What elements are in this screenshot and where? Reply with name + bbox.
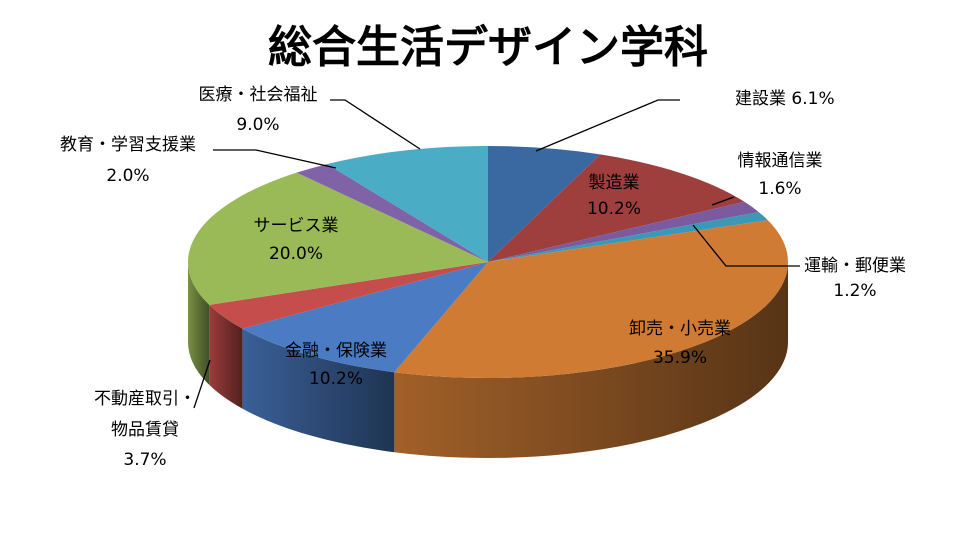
slice-4 [488, 212, 768, 262]
slice-label-4-line-1: 運輸・郵便業 [804, 256, 906, 276]
slice-label-6-line-1: 金融・保険業 [285, 341, 387, 361]
leader-line-10 [330, 99, 421, 150]
slice-label-7-line-2: 物品賃貸 [111, 420, 179, 440]
slice-8 [187, 172, 488, 305]
slice-label-2-line-2: 10.2% [587, 199, 641, 219]
slice-7 [209, 262, 488, 329]
slice-side-7 [209, 304, 243, 409]
slice-label-7-line-1: 不動産取引・ [94, 389, 196, 409]
slice-6 [242, 262, 488, 373]
slice-label-9-line-2: 2.0% [106, 166, 149, 186]
slice-2 [488, 154, 745, 262]
leader-line-4 [692, 224, 800, 267]
slice-side-5 [394, 262, 788, 459]
slice-side-6 [242, 328, 395, 453]
slice-label-2-line-1: 製造業 [589, 173, 640, 193]
slice-labels: 建設業 6.1% 製造業 10.2% 情報通信業 1.6% 運輸・郵便業 1.2% 卸売・小売… [60, 85, 906, 470]
slice-label-10-line-2: 9.0% [236, 115, 279, 135]
slice-label-6-line-2: 10.2% [309, 369, 363, 389]
slice-label-1-line-1: 建設業 6.1% [735, 89, 835, 109]
slice-label-10-line-1: 医療・社会福祉 [199, 85, 318, 105]
leader-line-9 [213, 149, 337, 169]
leader-lines [193, 99, 800, 409]
slice-label-3-line-2: 1.6% [758, 179, 801, 199]
slice-10 [327, 146, 488, 262]
leader-line-7 [193, 359, 211, 409]
slice-label-5-line-1: 卸売・小売業 [629, 319, 731, 339]
pie-depth [188, 262, 788, 459]
chart-title: 総合生活デザイン学科 [268, 22, 708, 73]
leader-line-1 [535, 99, 680, 152]
slice-9 [296, 164, 488, 262]
slice-label-8-line-1: サービス業 [254, 216, 339, 236]
slice-label-8-line-2: 20.0% [269, 244, 323, 264]
slice-1 [488, 146, 601, 262]
slice-label-9-line-1: 教育・学習支援業 [60, 135, 196, 155]
slice-label-5-line-2: 35.9% [653, 348, 707, 368]
pie-slices [187, 146, 788, 379]
slice-3 [488, 201, 759, 262]
slice-5 [394, 220, 788, 379]
slice-label-3-line-1: 情報通信業 [738, 151, 823, 171]
slice-label-4-line-2: 1.2% [833, 281, 876, 301]
slice-label-7-line-3: 3.7% [123, 450, 166, 470]
slice-side-8 [188, 262, 210, 385]
leader-line-3 [711, 196, 735, 206]
